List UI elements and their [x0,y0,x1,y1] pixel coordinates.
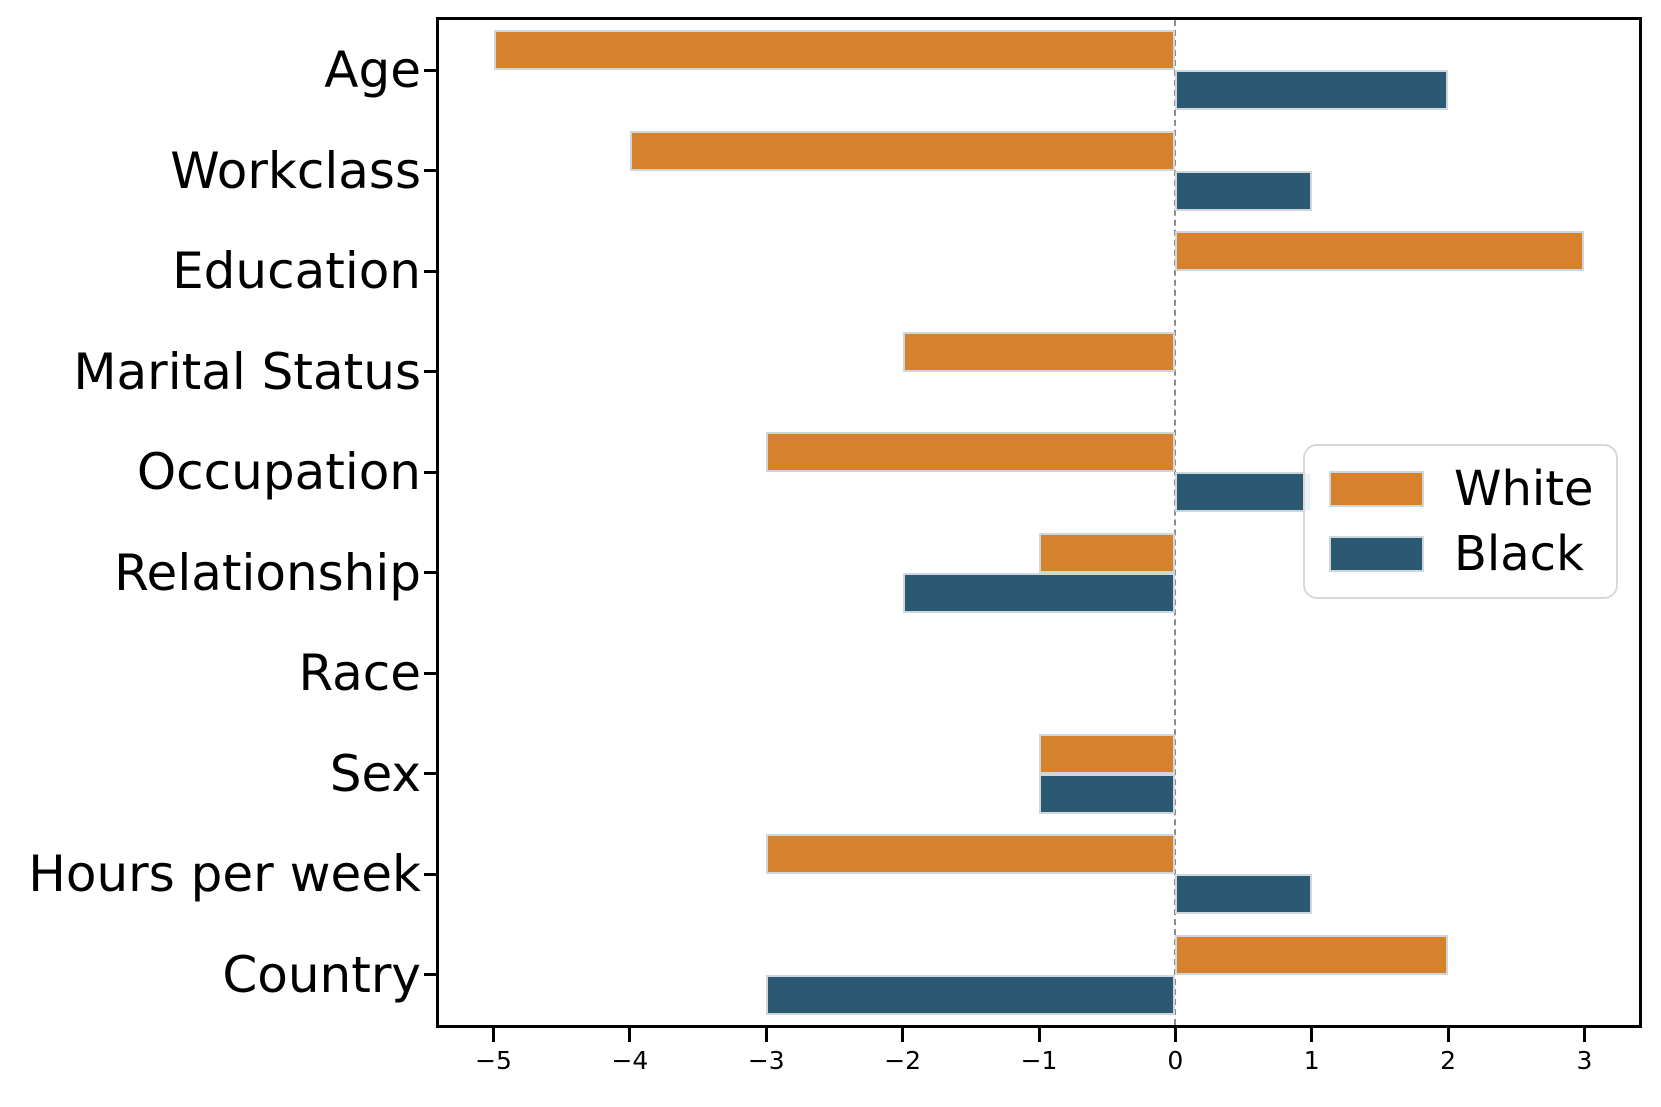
black-series-swatch [1329,536,1424,572]
x-tick-2 [1446,1025,1450,1042]
y-tick-sex [424,772,436,776]
x-tick-1 [1310,1025,1314,1042]
legend-item-white: White [1329,461,1594,517]
plot-area: White Black [424,17,1642,1042]
bar-black-sex [1039,773,1176,814]
y-axis-label-relationship: Relationship [114,543,421,602]
legend-label-white: White [1454,461,1594,517]
bar-black-occupation [1175,472,1312,513]
y-axis-label-workclass: Workclass [170,141,421,200]
y-tick-marital-status [424,370,436,374]
x-axis-tick-label--3: −3 [747,1046,785,1075]
legend: White Black [1303,444,1618,599]
x-tick-3 [1582,1025,1586,1042]
x-axis-tick-label-2: 2 [1440,1046,1457,1075]
bar-white-workclass [629,130,1176,171]
bar-white-country [1175,934,1449,975]
x-axis-tick-label--1: −1 [1020,1046,1058,1075]
bar-black-age [1175,70,1449,111]
zero-dashed-line [1174,20,1177,1025]
bar-white-sex [1039,733,1176,774]
y-tick-education [424,269,436,273]
x-axis-tick-label--5: −5 [475,1046,512,1075]
y-axis-label-age: Age [324,41,421,100]
bar-white-hours-per-week [766,834,1176,875]
y-axis-label-hours-per-week: Hours per week [28,845,421,904]
x-tick--1 [1037,1025,1041,1042]
y-axis-label-occupation: Occupation [136,443,421,502]
x-tick--3 [764,1025,768,1042]
y-tick-hours-per-week [424,872,436,876]
y-tick-occupation [424,470,436,474]
y-tick-age [424,68,436,72]
bar-black-relationship [902,572,1176,613]
bar-white-relationship [1039,532,1176,573]
x-axis-tick-label-3: 3 [1576,1046,1593,1075]
bar-white-education [1175,231,1585,272]
x-tick-0 [1173,1025,1177,1042]
x-axis-tick-label--2: −2 [884,1046,922,1075]
y-tick-race [424,671,436,675]
bar-black-workclass [1175,170,1312,211]
y-axis-label-education: Education [172,242,421,301]
x-tick--4 [628,1025,632,1042]
legend-item-black: Black [1329,526,1592,582]
legend-label-black: Black [1454,526,1584,582]
y-axis-label-race: Race [298,644,421,703]
bar-white-occupation [766,432,1176,473]
y-axis-label-country: Country [222,945,421,1004]
x-tick--5 [492,1025,496,1042]
x-axis-tick-label--4: −4 [611,1046,649,1075]
bar-black-country [766,974,1176,1015]
y-tick-workclass [424,169,436,173]
y-axis-label-marital-status: Marital Status [73,342,421,401]
x-axis-tick-label-0: 0 [1167,1046,1184,1075]
x-tick--2 [901,1025,905,1042]
bar-white-age [493,30,1176,71]
y-tick-country [424,973,436,977]
white-series-swatch [1329,471,1424,507]
bar-white-marital-status [902,331,1176,372]
y-axis-label-sex: Sex [329,744,421,803]
y-tick-relationship [424,571,436,575]
bar-black-hours-per-week [1175,874,1312,915]
x-axis-tick-label-1: 1 [1303,1046,1320,1075]
